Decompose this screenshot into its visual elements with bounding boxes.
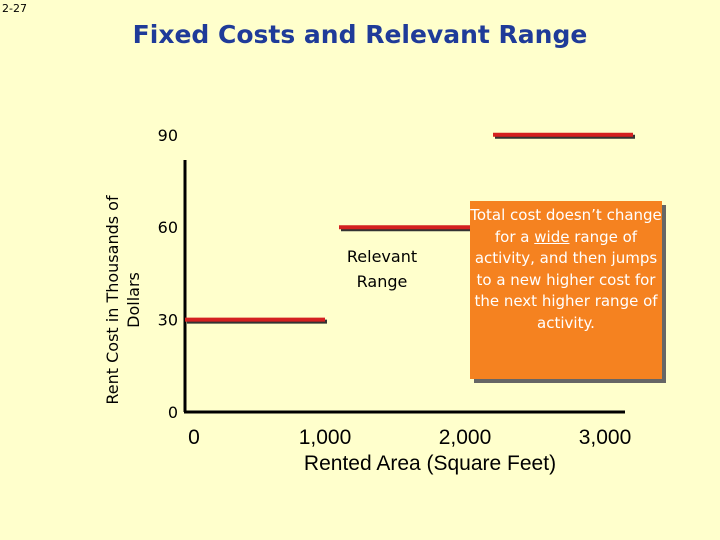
relevant-range-label: Relevant Range — [330, 244, 434, 294]
x-tick-label: 0 — [188, 426, 200, 449]
x-tick-label: 3,000 — [579, 426, 632, 449]
slide-number: 2-27 — [2, 2, 27, 15]
y-tick-label: 90 — [158, 126, 178, 145]
y-tick-label: 60 — [158, 218, 178, 237]
callout-text: Total cost doesn’t change for a wide ran… — [470, 205, 662, 334]
y-tick-label: 0 — [168, 403, 178, 422]
callout-text-start: Total cost doesn’t change for a — [470, 206, 662, 246]
callout-text-underlined: wide — [534, 227, 570, 246]
relevant-range-label-line-1: Relevant — [346, 247, 418, 266]
x-tick-label: 2,000 — [439, 426, 492, 449]
callout-box: Total cost doesn’t change for a wide ran… — [470, 201, 662, 379]
relevant-range-label-line-2: Range — [356, 272, 408, 291]
chart-title: Fixed Costs and Relevant Range — [132, 20, 588, 49]
x-tick-label: 1,000 — [299, 426, 352, 449]
y-tick-label: 30 — [158, 311, 178, 330]
x-axis-title: Rented Area (Square Feet) — [303, 452, 557, 475]
callout-text-end: range of activity, and then jumps to a n… — [474, 227, 658, 332]
